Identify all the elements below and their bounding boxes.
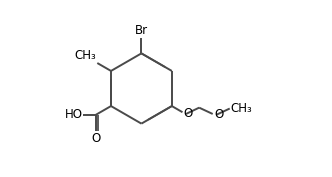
Text: CH₃: CH₃ (231, 102, 252, 115)
Text: O: O (214, 108, 223, 121)
Text: O: O (91, 132, 100, 145)
Text: HO: HO (65, 108, 83, 121)
Text: O: O (184, 107, 193, 120)
Text: CH₃: CH₃ (75, 49, 96, 62)
Text: Br: Br (135, 24, 148, 37)
